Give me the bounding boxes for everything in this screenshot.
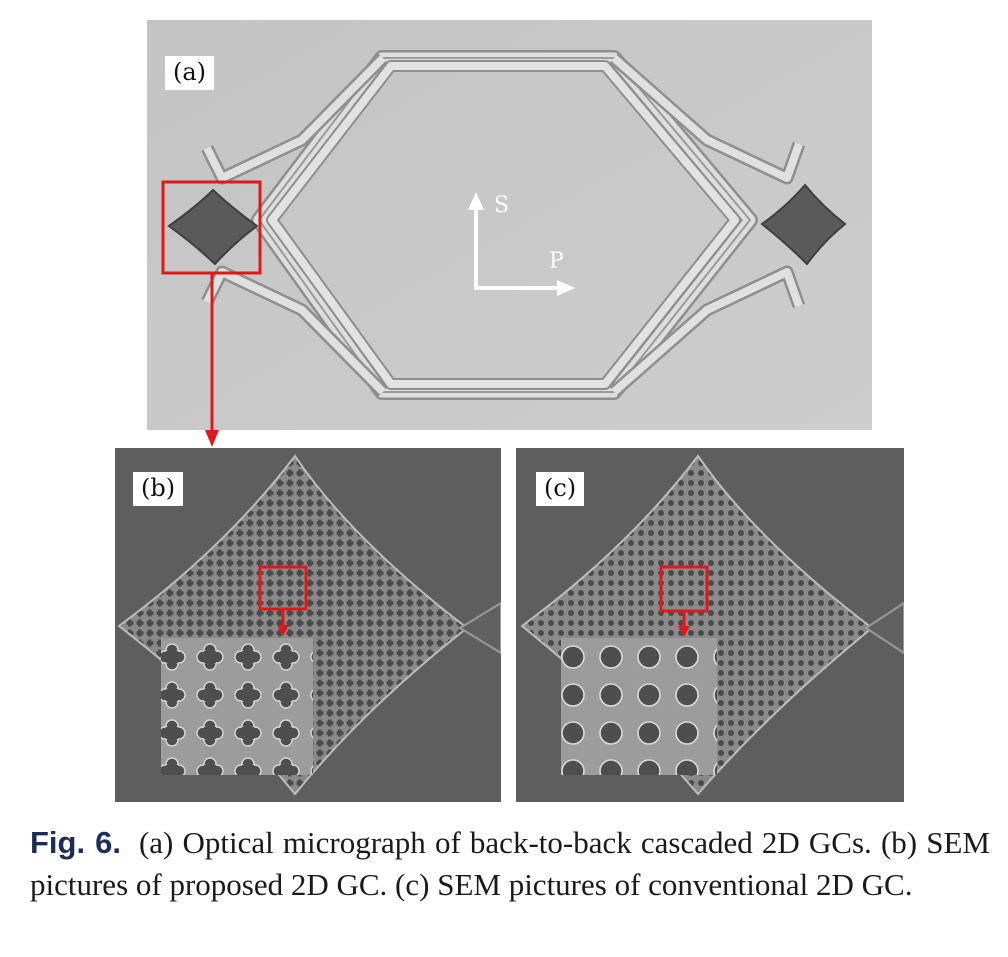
axis-label-p: P bbox=[549, 249, 564, 274]
figure-number: Fig. 6. bbox=[30, 825, 121, 860]
grating-coupler-right bbox=[760, 183, 847, 266]
axis-label-s: S bbox=[494, 193, 509, 218]
sem-image-c bbox=[516, 448, 904, 802]
grating-coupler-left bbox=[167, 188, 259, 266]
grating-region-c bbox=[520, 454, 874, 796]
figure-caption: Fig. 6. (a) Optical micrograph of back-to… bbox=[30, 822, 990, 906]
sem-image-b bbox=[115, 448, 501, 802]
caption-text: (a) Optical micrograph of back-to-back c… bbox=[30, 825, 990, 902]
inset-zoom-b bbox=[161, 638, 313, 775]
connector-arrow bbox=[205, 272, 219, 447]
polarization-axes bbox=[468, 192, 575, 296]
panel-label-c: (c) bbox=[536, 472, 585, 506]
panel-label-b: (b) bbox=[133, 472, 184, 506]
panel-a-optical-micrograph: S P (a) bbox=[147, 20, 872, 430]
grating-region-b bbox=[117, 454, 469, 796]
inset-zoom-c bbox=[561, 638, 717, 775]
panel-b-sem-proposed: (b) bbox=[115, 448, 501, 802]
panel-label-a: (a) bbox=[165, 56, 215, 90]
micrograph-image: S P bbox=[147, 20, 872, 430]
panel-c-sem-conventional: (c) bbox=[516, 448, 904, 802]
